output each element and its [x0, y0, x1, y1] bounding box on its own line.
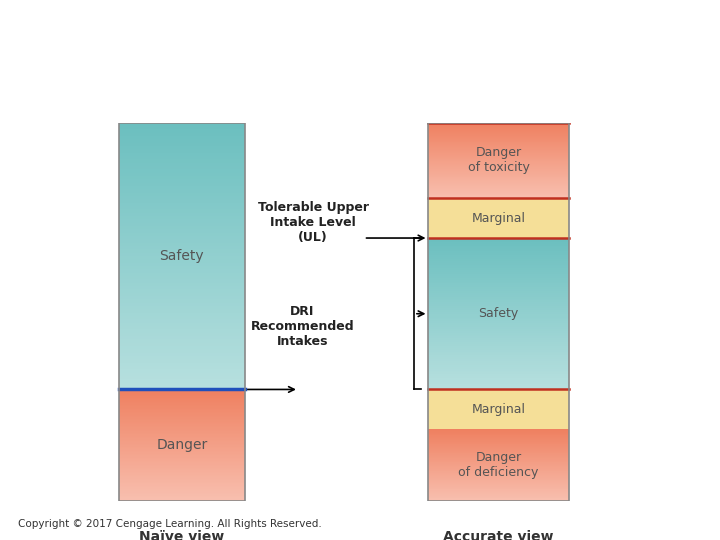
Text: The Naïve View Versus the Accurate View
of Optimal Nutrient Intakes: The Naïve View Versus the Accurate View …: [19, 24, 701, 87]
Text: Danger
of toxicity: Danger of toxicity: [468, 146, 529, 174]
Text: Safety: Safety: [479, 307, 518, 320]
Text: Tolerable Upper
Intake Level
(UL): Tolerable Upper Intake Level (UL): [258, 201, 369, 245]
Text: Marginal: Marginal: [472, 403, 526, 416]
Bar: [428, 123, 569, 501]
Text: Safety: Safety: [160, 249, 204, 263]
Text: Naïve view: Naïve view: [139, 530, 225, 540]
Text: Copyright © 2017 Cengage Learning. All Rights Reserved.: Copyright © 2017 Cengage Learning. All R…: [18, 519, 322, 529]
Text: Danger
of deficiency: Danger of deficiency: [459, 451, 539, 479]
Text: Accurate view: Accurate view: [444, 530, 554, 540]
Text: DRI
Recommended
Intakes: DRI Recommended Intakes: [251, 306, 354, 348]
Text: Danger: Danger: [156, 438, 207, 453]
Text: Marginal: Marginal: [472, 212, 526, 225]
Bar: [119, 123, 245, 501]
